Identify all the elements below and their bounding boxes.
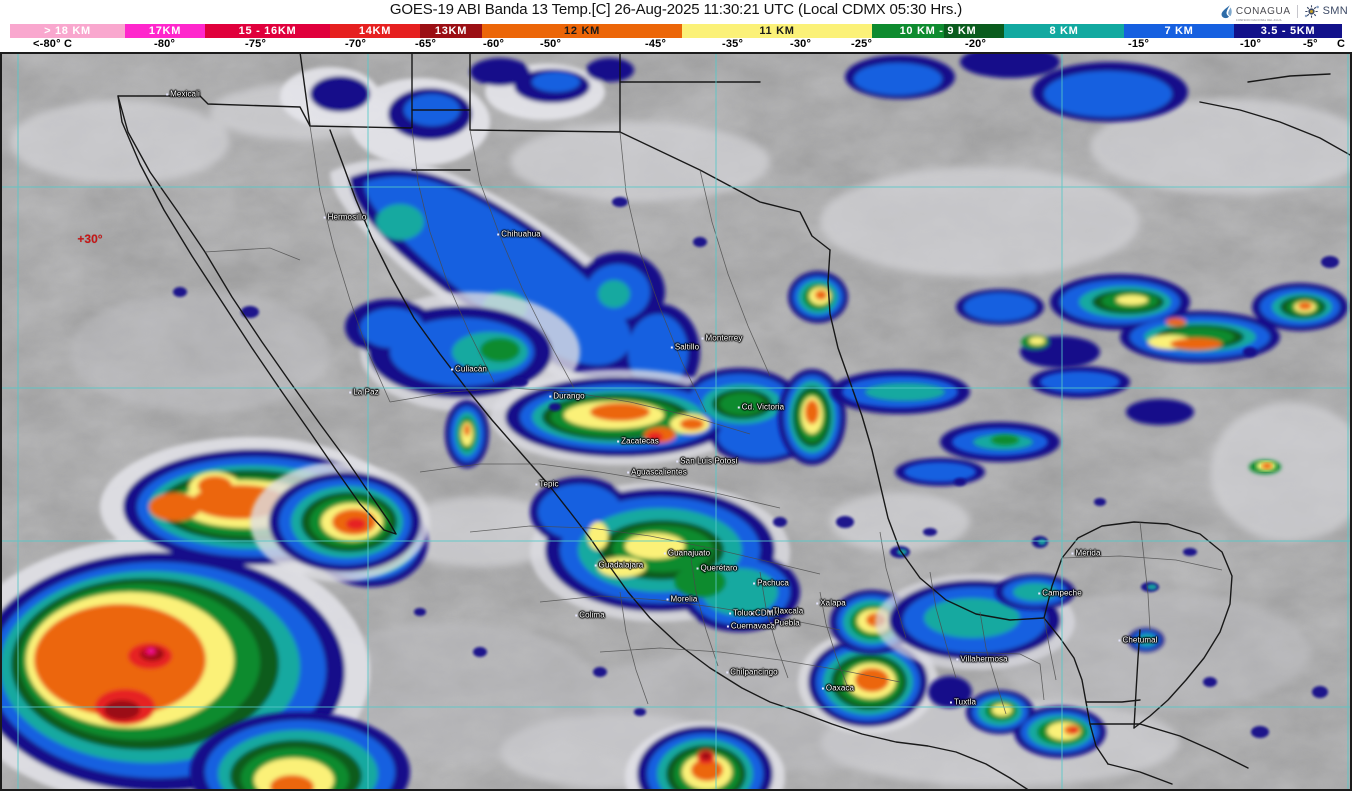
colorbar-tick-label: -10° xyxy=(1240,38,1262,50)
colorbar-segment-label: 17KM xyxy=(148,24,182,37)
colorbar-segment-label: 11 KM xyxy=(759,24,795,37)
colorbar-tick-label: -80° xyxy=(154,38,176,50)
colorbar-tick-label: -25° xyxy=(851,38,873,50)
smn-logo-text: SMN xyxy=(1322,5,1348,17)
colorbar-segment-label: 12 KM xyxy=(564,24,600,37)
smn-weather-emblem-icon xyxy=(1304,4,1319,18)
colorbar-segment: 11 KM xyxy=(682,24,872,38)
colorbar-segment: 3.5 - 5KM xyxy=(1234,24,1342,38)
colorbar-segment: 15 - 16KM xyxy=(205,24,330,38)
colorbar-tick-label: -60° xyxy=(483,38,505,50)
colorbar-tick-label: -50° xyxy=(540,38,562,50)
colorbar-segment: 8 KM xyxy=(1004,24,1124,38)
page-title: GOES-19 ABI Banda 13 Temp.[C] 26-Aug-202… xyxy=(389,1,963,18)
colorbar-tick-label: -35° xyxy=(722,38,744,50)
temperature-colorbar-legend: > 18 KM 17KM 15 - 16KM 14KM 13KM 12 KM 11 KM 10… xyxy=(0,22,1352,52)
colorbar-segment-label: 7 KM xyxy=(1164,24,1194,37)
colorbar-tick-label: -70° xyxy=(345,38,367,50)
colorbar-segment xyxy=(944,24,1004,38)
colorbar-segment-label: 8 KM xyxy=(1049,24,1079,37)
colorbar-tick-label: -20° xyxy=(965,38,987,50)
colorbar-segment: 13KM xyxy=(420,24,482,38)
colorbar-tick-label: -75° xyxy=(245,38,267,50)
colorbar-segment-label: 10 KM - 9 KM xyxy=(899,24,977,37)
smn-logo: SMN xyxy=(1304,4,1348,19)
satellite-map-canvas[interactable]: Mexicali Hermosillo Chihuahua Culiacán La Pa… xyxy=(0,52,1352,791)
colorbar-tick-label: -15° xyxy=(1128,38,1150,50)
conagua-logo-text: CONAGUA COMISION NACIONAL DEL AGUA xyxy=(1235,5,1291,22)
conagua-water-drop-icon xyxy=(1221,4,1232,18)
header-bar: GOES-19 ABI Banda 13 Temp.[C] 26-Aug-202… xyxy=(0,0,1352,22)
infrared-cloud-top-imagery xyxy=(0,52,1352,791)
agency-logos: CONAGUA COMISION NACIONAL DEL AGUA SMN xyxy=(1213,1,1348,22)
logo-divider xyxy=(1296,4,1298,18)
colorbar-segment: 7 KM xyxy=(1124,24,1234,38)
colorbar-segment: > 18 KM xyxy=(10,24,125,38)
colorbar-segment-label: 13KM xyxy=(434,24,468,37)
colorbar-tick-label: C xyxy=(1337,38,1346,50)
colorbar-tick-label: -65° xyxy=(415,38,437,50)
colorbar-tick-label: <-80° C xyxy=(33,38,73,50)
colorbar-segment: 12 KM xyxy=(482,24,682,38)
colorbar-segment: 14KM xyxy=(330,24,420,38)
colorbar-segment-label: 3.5 - 5KM xyxy=(1260,24,1316,37)
colorbar-tick-label: -45° xyxy=(645,38,667,50)
colorbar-tick-labels: <-80° C -80° -75° -70° -65° -60° -50° -45° -35° -… xyxy=(0,38,1352,52)
colorbar-segment: 17KM xyxy=(125,24,205,38)
conagua-logo: CONAGUA COMISION NACIONAL DEL AGUA xyxy=(1220,1,1291,22)
colorbar-segment: 10 KM - 9 KM xyxy=(872,24,944,38)
colorbar-segment-label: 14KM xyxy=(358,24,392,37)
colorbar-tick-label: -5° xyxy=(1303,38,1318,50)
colorbar-strip: > 18 KM 17KM 15 - 16KM 14KM 13KM 12 KM 11 KM 10… xyxy=(10,24,1342,38)
colorbar-segment-label-group: 10 KM - 9 KM xyxy=(872,24,1004,38)
colorbar-segment-label: 15 - 16KM xyxy=(238,24,297,37)
colorbar-tick-label: -30° xyxy=(790,38,812,50)
colorbar-segment-label: > 18 KM xyxy=(44,24,91,37)
